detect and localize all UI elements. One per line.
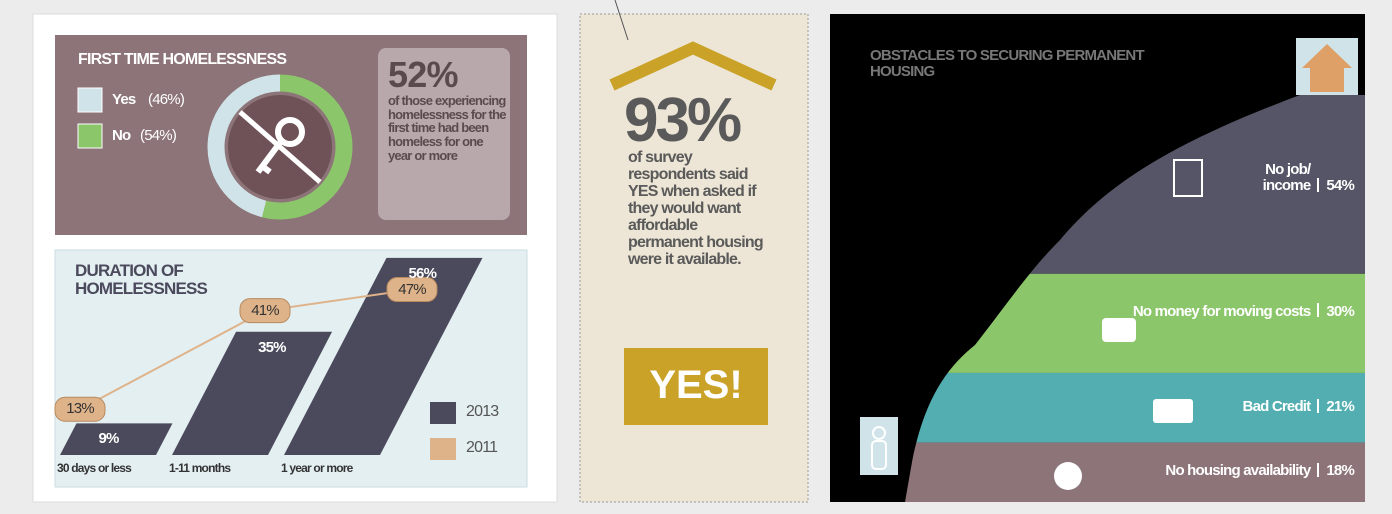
separator <box>1317 177 1320 192</box>
stat-text: of those experiencing homelessness for t… <box>388 93 506 163</box>
legend-label: No <box>112 127 131 144</box>
x-tick-label: 1-11 months <box>169 461 231 475</box>
line-point <box>54 396 106 422</box>
key-icon <box>238 110 322 184</box>
bar <box>172 331 333 455</box>
person-box <box>860 417 898 475</box>
line-value-label: 47% <box>398 280 426 298</box>
bar <box>60 423 173 455</box>
legend-swatch <box>430 402 456 424</box>
band-value: 18% <box>1326 462 1354 480</box>
separator <box>1317 398 1320 413</box>
callout-button: YES! <box>649 363 743 407</box>
chart-title: OBSTACLES TO SECURING PERMANENT HOUSING <box>870 47 1145 80</box>
bar <box>284 257 483 455</box>
roof <box>609 41 777 91</box>
suitcase-icon <box>1102 318 1136 342</box>
person-icon <box>871 440 887 470</box>
band-value: 54% <box>1326 177 1354 195</box>
legend-value: (54%) <box>140 127 177 144</box>
bar-value-label: 56% <box>408 264 437 282</box>
card-icon <box>1153 399 1193 423</box>
house-avail-icon <box>1054 462 1082 490</box>
jobs-icon <box>1173 159 1203 197</box>
separator <box>1317 303 1320 318</box>
band-value: 21% <box>1326 397 1354 415</box>
stat-box <box>378 48 510 220</box>
bar-value-label: 9% <box>98 430 119 448</box>
band-category: Bad Credit <box>1242 397 1312 415</box>
bar-value-label: 35% <box>258 338 286 356</box>
band <box>905 372 1365 443</box>
band-label: No housing availability 18% <box>1165 463 1354 479</box>
band <box>905 442 1365 502</box>
legend-label: Yes <box>112 91 136 108</box>
band-value: 30% <box>1326 302 1354 320</box>
band-category: No housing availability <box>1165 462 1311 480</box>
legend-swatch <box>77 123 103 149</box>
legend-swatch <box>430 438 456 460</box>
line-value-label: 13% <box>66 400 94 418</box>
band-category: No money for moving costs <box>1132 302 1311 320</box>
callout-stat: 93% <box>624 86 742 155</box>
band-label: No money for moving costs 30% <box>1132 302 1355 320</box>
legend-label: 2013 <box>466 403 499 420</box>
legend-swatch <box>77 87 103 113</box>
line-point <box>239 298 291 324</box>
stat-value: 52% <box>388 54 458 95</box>
legend-label: 2011 <box>466 439 498 456</box>
line-value-label: 41% <box>251 301 279 319</box>
band-category: No job/ income <box>1262 161 1312 195</box>
separator <box>1317 463 1320 478</box>
legend-value: (46%) <box>148 91 185 108</box>
donut-segment <box>207 74 281 218</box>
band-label: No job/ income 54% <box>1220 161 1355 195</box>
x-tick-label: 30 days or less <box>57 461 132 475</box>
band-label: Bad Credit 21% <box>1242 397 1355 415</box>
donut-segment <box>261 74 353 220</box>
yes-box <box>624 348 768 425</box>
person-icon <box>872 426 886 440</box>
house-icon <box>1302 44 1352 92</box>
pointer-line <box>614 0 629 41</box>
chart-title: DURATION OF HOMELESSNESS <box>75 261 208 298</box>
chart-title: FIRST TIME HOMELESSNESS <box>78 51 287 68</box>
x-tick-label: 1 year or more <box>281 461 353 475</box>
callout-text: of survey respondents said YES when aske… <box>628 149 764 268</box>
line-point <box>386 277 438 303</box>
